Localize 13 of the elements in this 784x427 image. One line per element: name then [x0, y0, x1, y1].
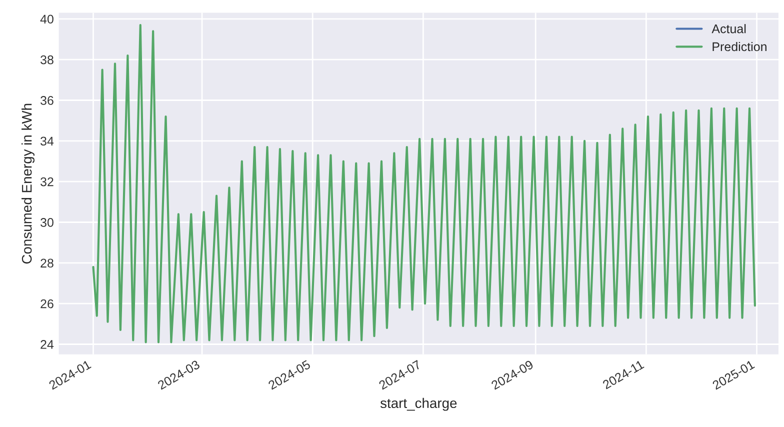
y-tick-label: 38 [40, 55, 54, 64]
y-axis-title: Consumed Energy in kWh [22, 104, 34, 264]
y-tick-label: 28 [40, 258, 54, 268]
y-tick-label: 24 [40, 340, 54, 349]
y-tick-label: 36 [40, 96, 54, 105]
y-tick-label: 34 [40, 136, 54, 146]
x-axis-title: start_charge [380, 398, 457, 411]
y-tick-label: 30 [40, 218, 54, 227]
legend-label: Actual [712, 24, 746, 34]
y-tick-label: 26 [40, 299, 54, 308]
legend-label: Prediction [712, 42, 766, 52]
y-tick-label: 40 [40, 14, 54, 24]
y-tick-label: 32 [40, 177, 54, 186]
